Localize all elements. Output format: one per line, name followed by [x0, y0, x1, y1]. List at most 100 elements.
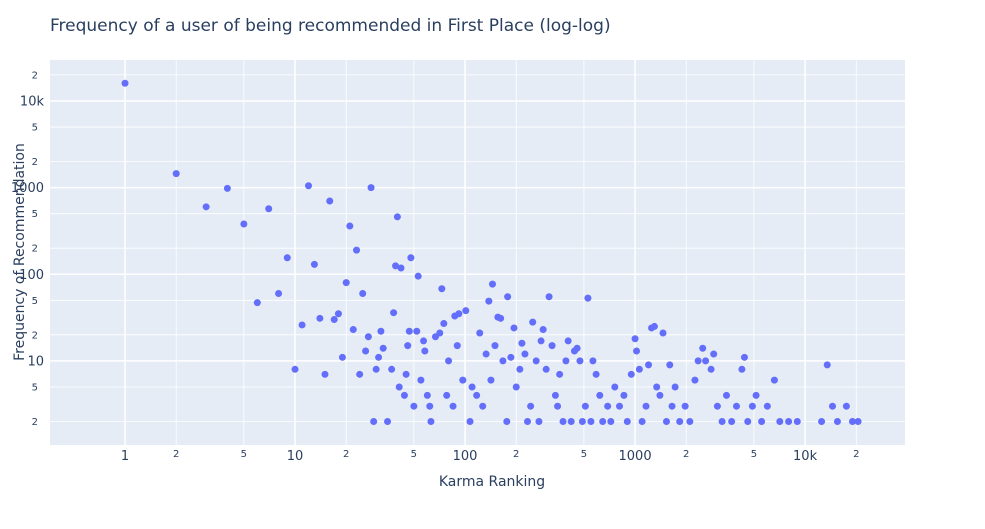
point — [842, 402, 850, 410]
point — [316, 314, 324, 322]
point — [578, 417, 586, 425]
point — [559, 417, 567, 425]
point — [776, 417, 784, 425]
point — [535, 417, 543, 425]
point — [395, 383, 403, 391]
point — [642, 402, 650, 410]
point — [240, 220, 248, 228]
point — [417, 376, 425, 384]
point — [372, 365, 380, 373]
point — [468, 383, 476, 391]
point — [436, 329, 444, 337]
point — [426, 402, 434, 410]
point — [375, 353, 383, 361]
point — [645, 361, 653, 369]
point — [676, 417, 684, 425]
point — [402, 370, 410, 378]
point — [564, 337, 572, 345]
point — [668, 402, 676, 410]
x-tick-label: 5 — [581, 449, 587, 460]
point — [604, 402, 612, 410]
point — [172, 170, 180, 178]
x-tick-label: 2 — [343, 449, 349, 460]
point — [121, 79, 129, 87]
point — [253, 299, 261, 307]
point — [713, 402, 721, 410]
y-tick-label: 5 — [32, 382, 38, 393]
point — [671, 383, 679, 391]
y-tick-label: 2 — [32, 417, 38, 428]
point — [507, 353, 515, 361]
point — [638, 417, 646, 425]
point — [521, 350, 529, 358]
point — [466, 417, 474, 425]
point — [527, 402, 535, 410]
point — [633, 347, 641, 355]
point — [573, 344, 581, 352]
point — [291, 365, 299, 373]
point — [275, 289, 283, 297]
point — [681, 402, 689, 410]
point — [321, 370, 329, 378]
point — [356, 370, 364, 378]
point — [650, 322, 658, 330]
point — [587, 417, 595, 425]
point — [537, 337, 545, 345]
point — [699, 344, 707, 352]
point — [510, 324, 518, 332]
point — [512, 383, 520, 391]
point — [223, 184, 231, 192]
point — [854, 417, 862, 425]
point — [393, 213, 401, 221]
point — [694, 357, 702, 365]
point — [623, 417, 631, 425]
point — [485, 297, 493, 305]
point — [440, 320, 448, 328]
point — [562, 357, 570, 365]
x-tick-label: 100 — [453, 449, 478, 464]
point — [346, 222, 354, 230]
x-axis-title: Karma Ranking — [439, 474, 545, 490]
point — [407, 254, 415, 262]
point — [462, 307, 470, 315]
point — [377, 327, 385, 335]
point — [491, 342, 499, 350]
point — [785, 417, 793, 425]
point — [818, 417, 826, 425]
y-tick-label: 5 — [32, 296, 38, 307]
x-tick-label: 10 — [287, 449, 304, 464]
point — [620, 391, 628, 399]
point — [848, 417, 856, 425]
point — [551, 391, 559, 399]
point — [390, 309, 398, 317]
point — [405, 327, 413, 335]
point — [265, 205, 273, 213]
x-tick-label: 1000 — [619, 449, 652, 464]
x-tick-label: 5 — [241, 449, 247, 460]
point — [370, 417, 378, 425]
plot-area — [50, 60, 905, 445]
point — [707, 365, 715, 373]
point — [445, 357, 453, 365]
point — [367, 184, 375, 192]
point — [607, 417, 615, 425]
point — [529, 318, 537, 326]
point — [732, 402, 740, 410]
point — [476, 329, 484, 337]
point — [310, 260, 318, 268]
point — [504, 293, 512, 301]
point — [518, 339, 526, 347]
y-tick-label: 1000 — [11, 181, 44, 196]
point — [556, 370, 564, 378]
point — [413, 327, 421, 335]
x-tick-label: 2 — [173, 449, 179, 460]
point — [392, 262, 400, 270]
point — [497, 314, 505, 322]
point — [738, 365, 746, 373]
point — [748, 402, 756, 410]
point — [362, 347, 370, 355]
point — [503, 417, 511, 425]
point — [554, 402, 562, 410]
point — [599, 417, 607, 425]
